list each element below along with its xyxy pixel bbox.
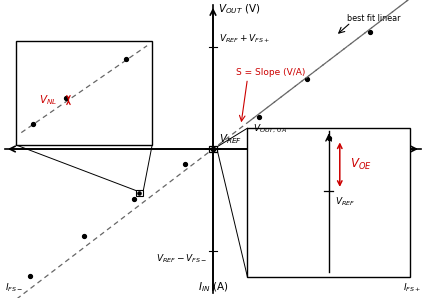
Text: $V_{REF} - V_{FS-}$: $V_{REF} - V_{FS-}$ bbox=[156, 253, 207, 265]
Text: $V_{REF} + V_{FS+}$: $V_{REF} + V_{FS+}$ bbox=[219, 33, 270, 45]
Text: S = Slope (V/A): S = Slope (V/A) bbox=[236, 68, 305, 77]
Text: $V_{REF}$: $V_{REF}$ bbox=[219, 132, 242, 146]
Text: $I_{FS+}$: $I_{FS+}$ bbox=[403, 282, 421, 294]
Text: best fit linear: best fit linear bbox=[347, 14, 401, 23]
Bar bbox=[210, 145, 216, 153]
Text: $V_{OE}$: $V_{OE}$ bbox=[350, 157, 371, 172]
Bar bbox=[136, 190, 143, 196]
Text: $V_{REF}$: $V_{REF}$ bbox=[335, 195, 355, 208]
Text: $V_{NL}$: $V_{NL}$ bbox=[39, 93, 57, 107]
Text: $V_{OUT}$ (V): $V_{OUT}$ (V) bbox=[218, 2, 260, 16]
Text: $I_{FS-}$: $I_{FS-}$ bbox=[5, 282, 23, 294]
Text: $I_{IN}$ (A): $I_{IN}$ (A) bbox=[198, 280, 228, 294]
Bar bbox=[16, 41, 152, 145]
Text: $V_{OUT,\,0\,A}$: $V_{OUT,\,0\,A}$ bbox=[253, 123, 288, 135]
Bar bbox=[248, 128, 410, 277]
